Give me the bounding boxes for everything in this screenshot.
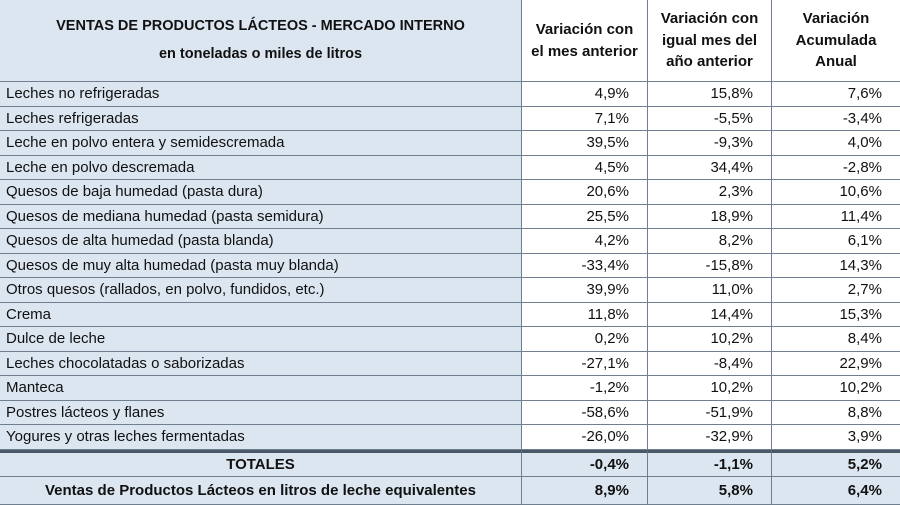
equivalent-label: Ventas de Productos Lácteos en litros de… [0,476,522,505]
row-label: Leches chocolatadas o saborizadas [0,351,522,376]
header-cell: VENTAS DE PRODUCTOS LÁCTEOS - MERCADO IN… [0,0,522,82]
value-cell: -3,4% [772,107,900,131]
totals-value: -0,4% [522,449,648,477]
value-cell: -1,2% [522,376,648,401]
value-cell: 4,2% [522,229,648,254]
value-cell: -15,8% [648,253,772,278]
value-cell: 34,4% [648,155,772,180]
column-header: Variación Acumulada Anual [772,0,900,82]
value-cell: 10,6% [772,180,900,205]
value-cell: 6,1% [772,229,900,254]
totals-value: 5,2% [772,449,900,477]
value-cell: -51,9% [648,400,772,425]
value-cell: 25,5% [522,204,648,229]
value-cell: 8,4% [772,327,900,352]
value-cell: -5,5% [648,106,772,131]
value-cell: 14,3% [772,254,900,278]
value-cell: 4,0% [772,131,900,156]
value-cell: -58,6% [522,400,648,425]
value-cell: -27,1% [522,351,648,376]
column-header: Variación con igual mes del año anterior [648,0,772,82]
row-label: Quesos de baja humedad (pasta dura) [0,180,522,205]
row-label: Quesos de alta humedad (pasta blanda) [0,229,522,254]
value-cell: 11,8% [522,302,648,327]
value-cell: 4,5% [522,155,648,180]
value-cell: 8,8% [772,401,900,425]
table-title: VENTAS DE PRODUCTOS LÁCTEOS - MERCADO IN… [56,17,465,34]
row-label: Quesos de mediana humedad (pasta semidur… [0,204,522,229]
totals-label: TOTALES [0,449,522,477]
value-cell: 14,4% [648,302,772,327]
value-cell: -26,0% [522,425,648,450]
value-cell: 8,2% [648,229,772,254]
value-cell: 11,0% [648,278,772,303]
value-cell: 7,6% [772,82,900,107]
value-cell: 18,9% [648,204,772,229]
row-label: Manteca [0,376,522,401]
value-cell: 39,5% [522,131,648,156]
value-cell: 0,2% [522,327,648,352]
value-cell: 2,3% [648,180,772,205]
row-label: Leche en polvo descremada [0,155,522,180]
value-cell: 20,6% [522,180,648,205]
value-cell: 7,1% [522,106,648,131]
value-cell: -2,8% [772,156,900,180]
row-label: Yogures y otras leches fermentadas [0,425,522,450]
row-label: Otros quesos (rallados, en polvo, fundid… [0,278,522,303]
value-cell: 10,2% [648,376,772,401]
row-label: Leches refrigeradas [0,106,522,131]
row-label: Dulce de leche [0,327,522,352]
row-label: Postres lácteos y flanes [0,400,522,425]
value-cell: 15,3% [772,303,900,327]
value-cell: 11,4% [772,205,900,229]
equivalent-value: 5,8% [648,476,772,505]
value-cell: 3,9% [772,425,900,450]
column-header: Variación con el mes anterior [522,0,648,82]
row-label: Quesos de muy alta humedad (pasta muy bl… [0,253,522,278]
value-cell: -33,4% [522,253,648,278]
value-cell: 10,2% [648,327,772,352]
table-subtitle: en toneladas o miles de litros [158,45,363,62]
value-cell: -9,3% [648,131,772,156]
equivalent-value: 6,4% [772,476,900,505]
value-cell: 22,9% [772,352,900,376]
row-label: Crema [0,302,522,327]
value-cell: -8,4% [648,351,772,376]
value-cell: -32,9% [648,425,772,450]
totals-value: -1,1% [648,449,772,477]
value-cell: 4,9% [522,82,648,107]
row-label: Leches no refrigeradas [0,82,522,107]
value-cell: 39,9% [522,278,648,303]
value-cell: 10,2% [772,376,900,401]
value-cell: 2,7% [772,278,900,303]
row-label: Leche en polvo entera y semidescremada [0,131,522,156]
value-cell: 15,8% [648,82,772,107]
equivalent-value: 8,9% [522,476,648,505]
